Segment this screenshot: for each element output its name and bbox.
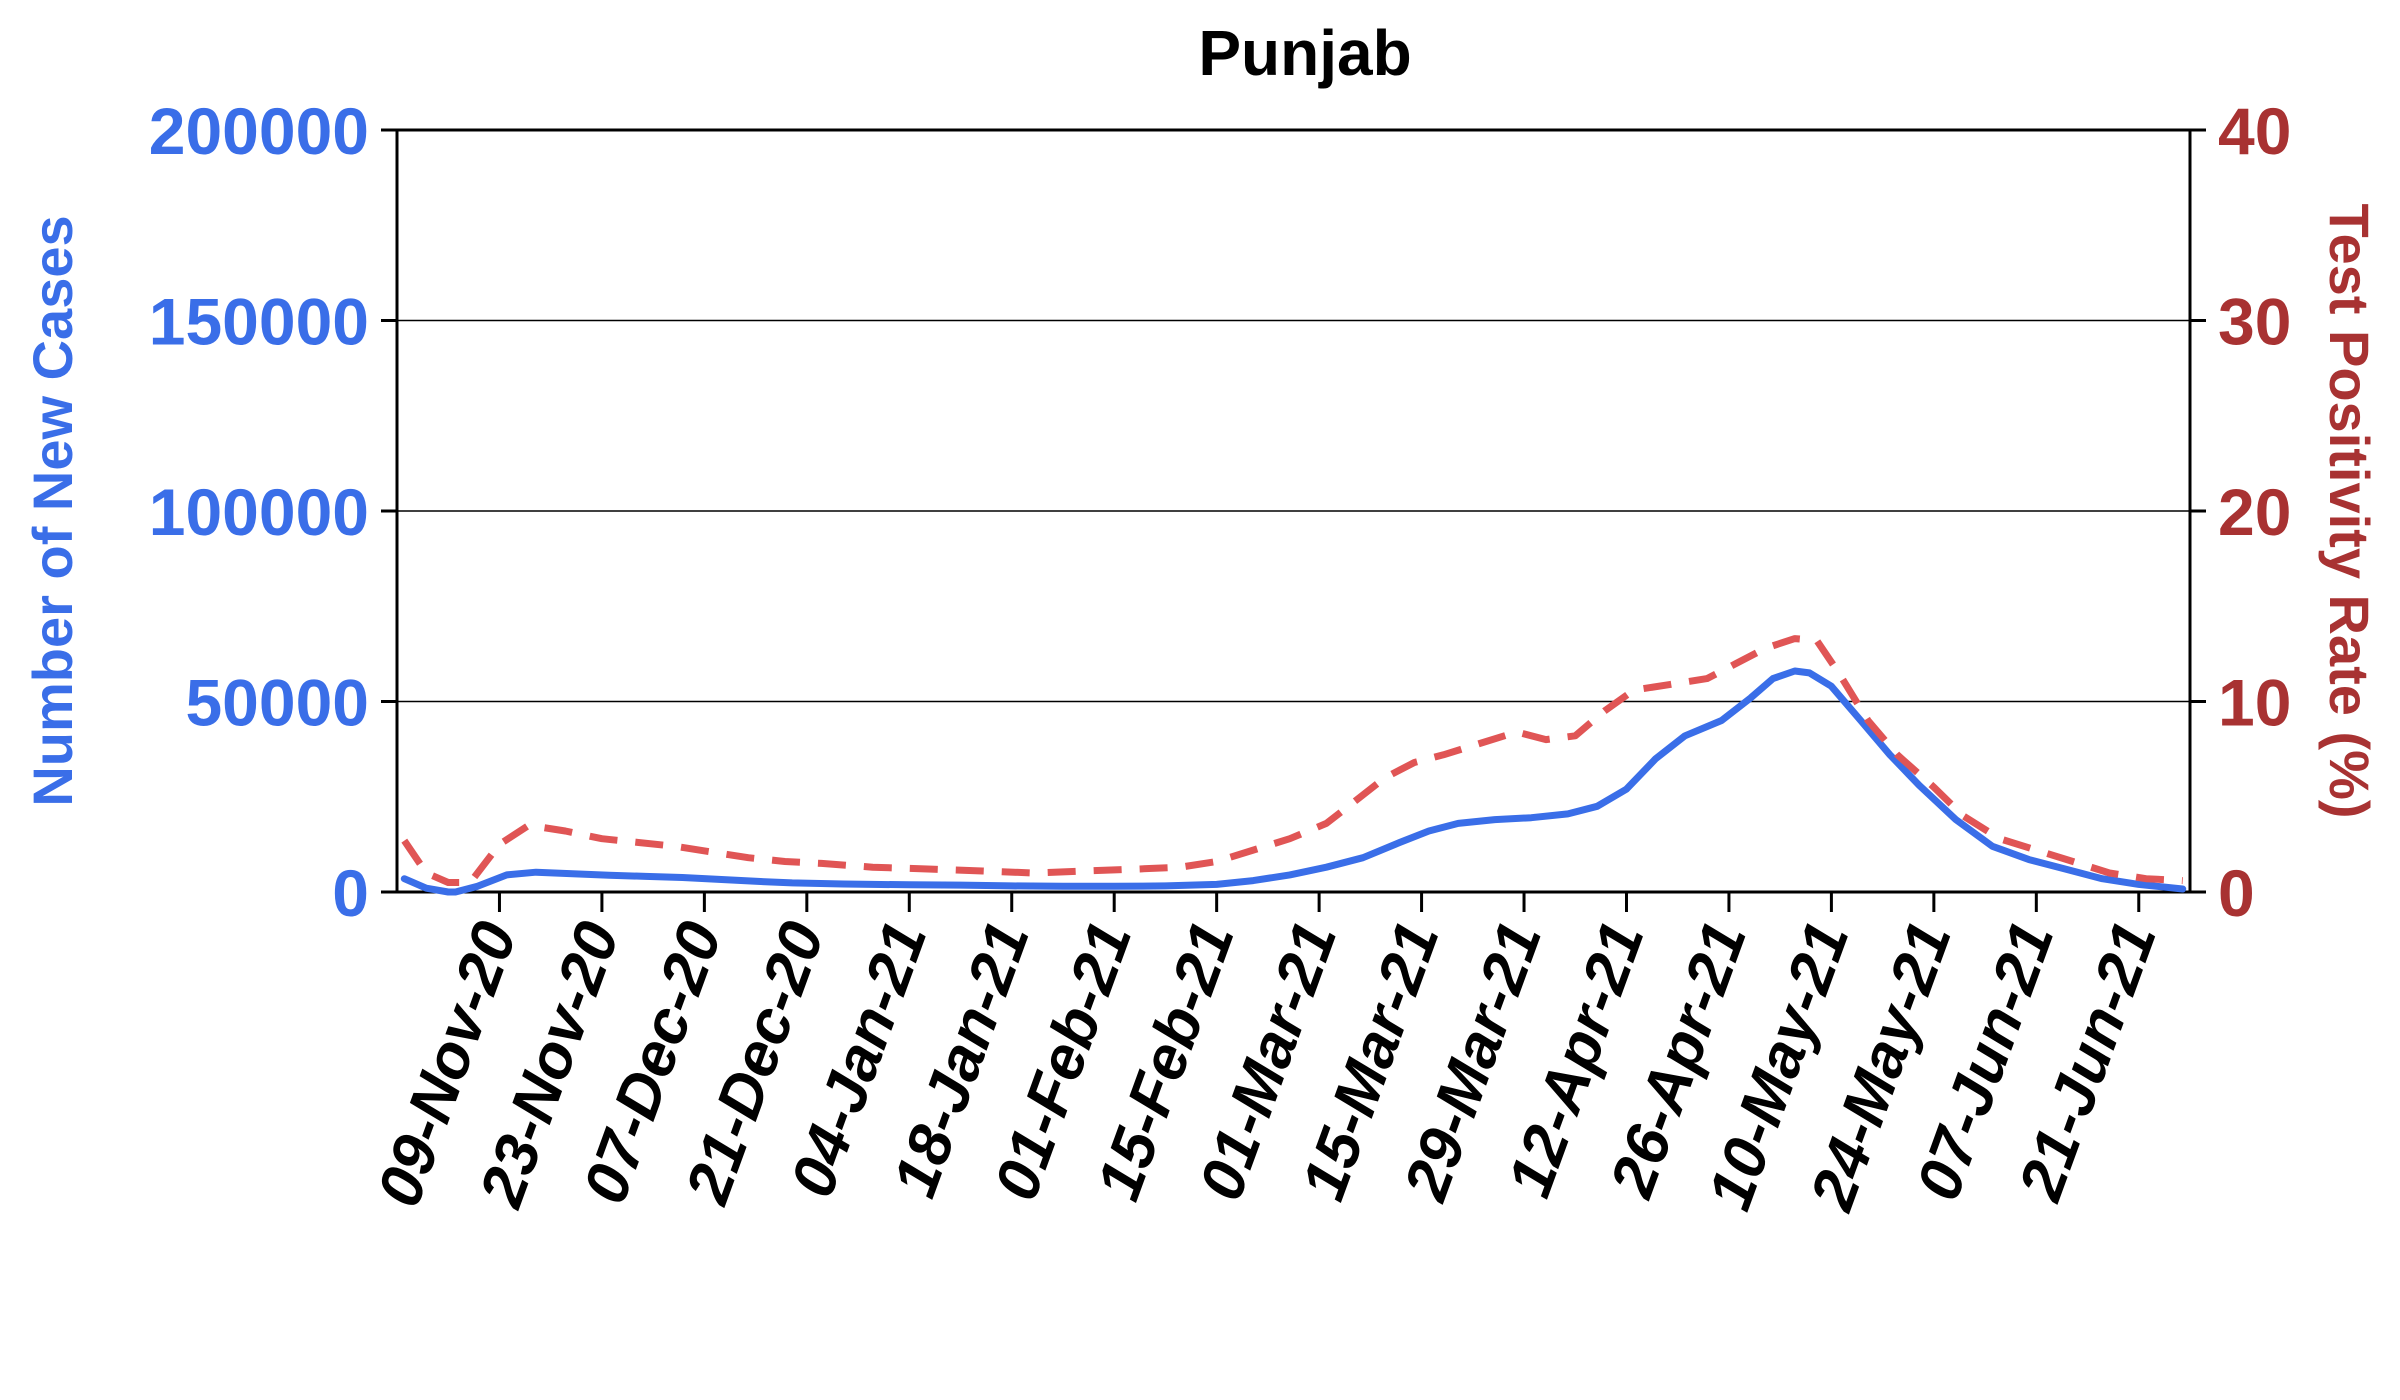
right-y-tick-label: 10 <box>2218 666 2291 740</box>
left-y-axis-label: Number of New Cases <box>21 215 84 806</box>
right-y-axis-label: Test Positivity Rate (%) <box>2318 203 2381 818</box>
new-cases-line <box>400 667 2187 896</box>
right-y-tick-label: 40 <box>2218 94 2291 168</box>
series <box>400 635 2187 896</box>
left-y-ticks: 0 50000 100000 150000 200000 <box>149 94 397 930</box>
gridlines <box>397 129 2190 703</box>
right-y-tick-label: 0 <box>2218 856 2255 930</box>
right-y-ticks: 0 10 20 30 40 <box>2190 94 2291 930</box>
right-y-tick-label: 30 <box>2218 285 2291 359</box>
left-y-tick-label: 0 <box>332 856 369 930</box>
right-y-tick-label: 20 <box>2218 475 2291 549</box>
x-ticks: 09-Nov-2023-Nov-2007-Dec-2021-Dec-2004-J… <box>364 892 2170 1219</box>
chart-title: Punjab <box>1198 17 1411 89</box>
left-y-tick-label: 100000 <box>149 475 369 549</box>
left-y-tick-label: 150000 <box>149 285 369 359</box>
left-y-tick-label: 50000 <box>185 666 369 740</box>
test-positivity-line <box>401 635 2183 886</box>
left-y-tick-label: 200000 <box>149 94 369 168</box>
